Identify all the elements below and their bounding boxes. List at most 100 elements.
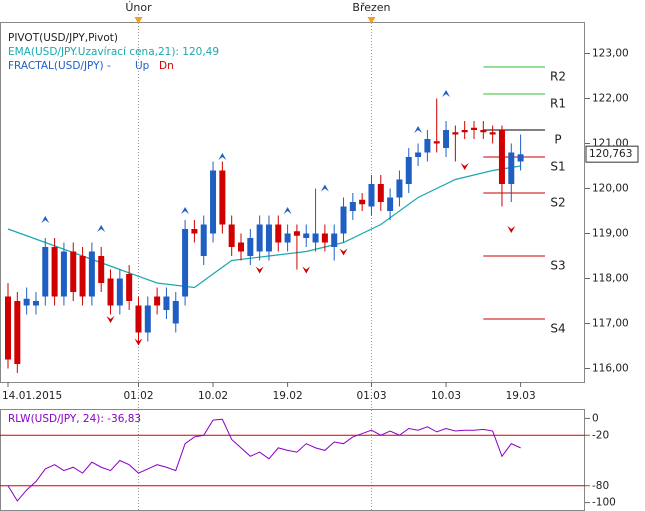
candle-body bbox=[5, 296, 11, 360]
fractal-up bbox=[442, 90, 451, 97]
candle-body bbox=[256, 224, 263, 252]
month-label: Březen bbox=[352, 1, 390, 14]
candle-body bbox=[489, 132, 496, 135]
candle-body bbox=[14, 301, 21, 364]
candle-body bbox=[359, 199, 366, 205]
y-tick-label: 122,00 bbox=[592, 93, 629, 105]
pivot-label: S2 bbox=[550, 196, 565, 210]
candle-body bbox=[433, 141, 440, 144]
candle-body bbox=[387, 197, 394, 211]
fractal-up bbox=[283, 207, 292, 214]
candle-body bbox=[340, 206, 347, 234]
legend-pivot: PIVOT(USD/JPY,Pivot) bbox=[8, 32, 118, 44]
candle-body bbox=[508, 152, 515, 184]
last-price-label: 120,763 bbox=[589, 148, 632, 160]
candle-body bbox=[415, 152, 422, 157]
pivot-label: S1 bbox=[550, 160, 565, 174]
x-tick-label: 19.03 bbox=[506, 390, 536, 402]
candle-body bbox=[228, 224, 235, 247]
candle-body bbox=[480, 130, 487, 133]
candle-body bbox=[191, 229, 198, 234]
main-panel bbox=[0, 22, 585, 383]
candle-body bbox=[135, 305, 142, 333]
candle-body bbox=[461, 130, 468, 133]
x-tick-label: 01.02 bbox=[123, 390, 153, 402]
candle-body bbox=[424, 139, 431, 153]
candle-body bbox=[498, 130, 505, 184]
y-tick-label: 116,00 bbox=[592, 363, 629, 375]
x-tick-label: 10.02 bbox=[198, 390, 228, 402]
legend-fractal: FRACTAL(USD/JPY) - bbox=[8, 60, 111, 72]
fractal-down bbox=[255, 266, 264, 274]
x-tick-label: 10.03 bbox=[431, 390, 461, 402]
candle-body bbox=[42, 247, 49, 297]
candle-body bbox=[88, 251, 95, 297]
x-tick-label: 01.03 bbox=[356, 390, 386, 402]
candle-body bbox=[368, 184, 375, 207]
osc-tick-label: -20 bbox=[592, 429, 609, 441]
month-label: Únor bbox=[125, 1, 152, 14]
candle-body bbox=[349, 202, 356, 211]
legend-ema: EMA(USD/JPY.Uzavírací cena,21): 120,49 bbox=[8, 46, 219, 58]
fractal-up bbox=[414, 126, 423, 133]
candle-body bbox=[70, 251, 77, 292]
y-tick-label: 123,00 bbox=[592, 48, 629, 60]
candle-body bbox=[98, 256, 105, 283]
oscillator-title: RLW(USD/JPY, 24): -36,83 bbox=[8, 413, 141, 425]
candle-body bbox=[154, 296, 161, 306]
candle-body bbox=[303, 233, 310, 238]
fractal-down bbox=[106, 316, 115, 323]
oscillator-panel bbox=[0, 409, 585, 511]
pivot-label: S4 bbox=[550, 322, 565, 336]
candle-body bbox=[210, 170, 217, 234]
candle-body bbox=[331, 233, 338, 247]
candle-body bbox=[321, 233, 328, 243]
candle-body bbox=[60, 251, 67, 297]
candle-body bbox=[396, 179, 403, 198]
pivot-label: R2 bbox=[550, 70, 566, 84]
candle-body bbox=[51, 247, 58, 297]
candle-body bbox=[275, 224, 282, 243]
osc-tick-label: -80 bbox=[592, 480, 609, 492]
candle-body bbox=[284, 233, 291, 243]
fractal-down bbox=[339, 248, 348, 256]
oscillator-line bbox=[7, 418, 521, 502]
pivot-label: S3 bbox=[550, 259, 565, 273]
x-tick-label: 19.02 bbox=[273, 390, 303, 402]
y-tick-label: 119,00 bbox=[592, 228, 629, 240]
candle-body bbox=[293, 231, 300, 236]
candle-body bbox=[238, 242, 244, 252]
last-price-box bbox=[585, 145, 639, 163]
fractal-down bbox=[460, 163, 469, 170]
candle-body bbox=[517, 154, 524, 162]
y-tick-label: 117,00 bbox=[592, 318, 629, 330]
candle-body bbox=[200, 224, 207, 256]
fractal-up bbox=[97, 225, 106, 232]
candle-body bbox=[116, 278, 123, 306]
fractal-up bbox=[320, 184, 329, 192]
month-marker bbox=[134, 17, 143, 24]
candle-body bbox=[265, 224, 272, 252]
candle-body bbox=[219, 170, 226, 225]
candle-body bbox=[144, 305, 151, 333]
legend-up: Up bbox=[135, 60, 150, 72]
candle-body bbox=[443, 130, 450, 148]
candle-body bbox=[405, 157, 412, 184]
x-tick-label: 14.01.2015 bbox=[2, 390, 62, 402]
y-tick-label: 118,00 bbox=[592, 273, 629, 285]
fractal-down bbox=[302, 266, 311, 274]
candle-body bbox=[163, 296, 170, 310]
candle-body bbox=[79, 256, 86, 297]
fractal-up bbox=[181, 207, 190, 214]
candle-body bbox=[471, 127, 477, 130]
candle-body bbox=[182, 229, 189, 297]
candle-body bbox=[23, 298, 30, 306]
candle-body bbox=[452, 132, 459, 135]
month-marker bbox=[367, 17, 376, 24]
fractal-down bbox=[134, 338, 143, 346]
pivot-label: P bbox=[554, 133, 561, 147]
candle-body bbox=[32, 301, 39, 306]
candle-body bbox=[377, 184, 384, 202]
candle-body bbox=[126, 274, 133, 301]
